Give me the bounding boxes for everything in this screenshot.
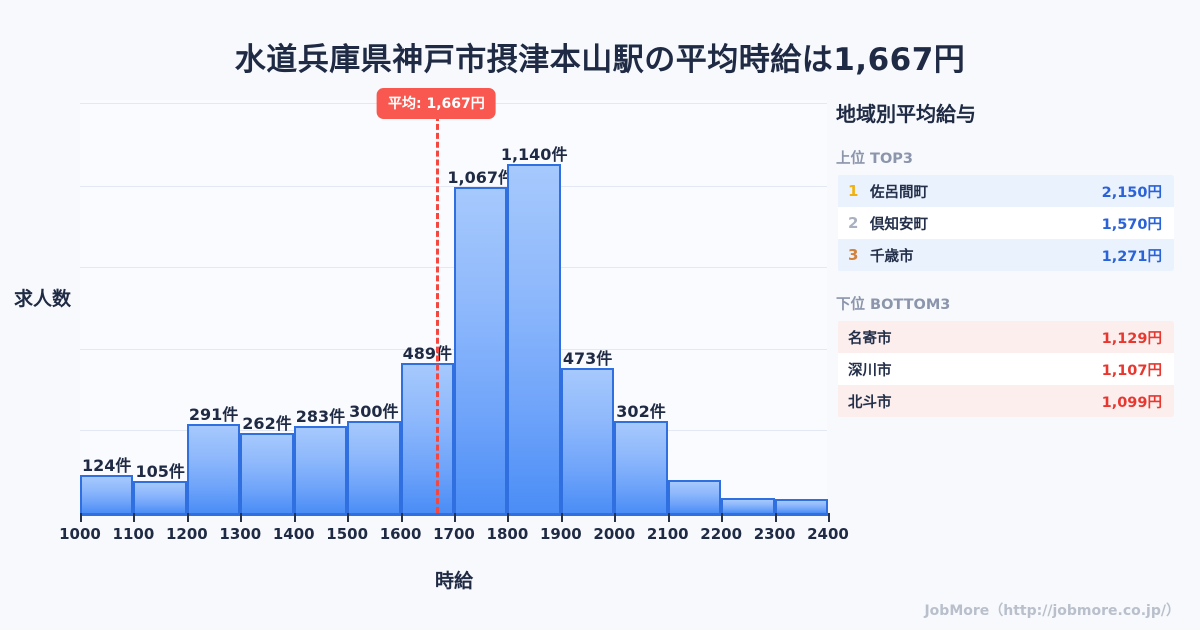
region-wage-value: 2,150円	[1101, 184, 1162, 201]
region-name: 北斗市	[848, 394, 892, 411]
region-name: 倶知安町	[870, 216, 928, 233]
average-badge: 平均: 1,667円	[376, 88, 496, 119]
bar	[454, 186, 508, 513]
x-tick	[667, 513, 670, 522]
rank-row[interactable]: 名寄市 1,129円	[838, 321, 1174, 353]
region-wage-value: 1,570円	[1101, 216, 1162, 233]
bar	[80, 475, 134, 513]
region-name: 深川市	[848, 362, 892, 379]
bar	[133, 480, 187, 513]
bar-value-label: 1,140件	[500, 145, 568, 165]
rank-row[interactable]: 2 倶知安町 1,570円	[838, 207, 1174, 239]
region-wage-value: 1,271円	[1101, 248, 1162, 265]
bar-value-label: 300件	[349, 402, 399, 422]
page-title: 水道兵庫県神戸市摂津本山駅の平均時給は1,667円	[234, 42, 966, 78]
rank-number: 1	[848, 182, 859, 200]
x-tick	[774, 513, 777, 522]
bar	[400, 363, 454, 513]
x-tick	[80, 513, 82, 522]
x-tick-label: 1200	[165, 525, 208, 543]
region-name: 千歳市	[870, 248, 914, 265]
x-tick-label: 2400	[807, 525, 849, 543]
region-wage-value: 1,099円	[1101, 394, 1162, 411]
x-tick-label: 1500	[326, 525, 369, 543]
x-tick	[347, 513, 350, 522]
bar	[507, 164, 561, 513]
x-axis-title: 時給	[434, 570, 473, 592]
gridline	[80, 185, 827, 187]
bar-value-label: 262件	[242, 413, 292, 433]
bar	[667, 480, 722, 513]
rank-row[interactable]: 1 佐呂間町 2,150円	[838, 175, 1174, 207]
bar	[614, 420, 668, 513]
histogram-chart: 1000 1100 1200 1300 1400 1500 1600 1700 1800 1900…	[0, 88, 849, 608]
bar-value-label: 291件	[188, 404, 239, 424]
rank-number: 2	[848, 214, 859, 232]
x-tick	[293, 513, 296, 522]
y-axis-title: 求人数	[14, 288, 72, 310]
x-tick-label: 1400	[272, 525, 315, 543]
region-wage-value: 1,129円	[1101, 330, 1162, 347]
region-wage-value: 1,107円	[1101, 362, 1162, 379]
bar	[240, 432, 294, 513]
sidebar-title: 地域別平均給与	[836, 102, 976, 126]
rank-number: 3	[848, 246, 859, 264]
region-salary-sidebar: 地域別平均給与 上位 TOP3 1 佐呂間町 2,150円 2 倶知安町 1,570円 3 千…	[836, 98, 1174, 439]
x-tick	[133, 513, 136, 522]
bottom3-table: 名寄市 1,129円深川市 1,107円北斗市 1,099円	[836, 321, 1174, 417]
bar	[721, 498, 775, 513]
top3-group-title: 上位 TOP3	[836, 151, 913, 167]
bar-value-label: 302件	[616, 401, 666, 421]
bar-value-label: 283件	[295, 407, 346, 427]
bar-value-label: 1,067件	[447, 167, 515, 187]
x-tick	[614, 513, 617, 522]
x-tick-label: 2000	[593, 525, 636, 543]
rank-row[interactable]: 北斗市 1,099円	[838, 385, 1174, 417]
x-tick	[828, 513, 830, 522]
bar-value-label: 105件	[135, 461, 185, 481]
x-tick-label: 1900	[539, 525, 582, 543]
rank-row[interactable]: 深川市 1,107円	[838, 353, 1174, 385]
bar-value-label: 489件	[402, 344, 452, 364]
x-tick	[400, 513, 403, 522]
x-tick	[507, 513, 510, 522]
x-tick-label: 1700	[433, 525, 475, 543]
x-tick-label: 1600	[379, 525, 422, 543]
bar	[293, 426, 348, 513]
bar	[186, 423, 241, 513]
bar	[347, 421, 401, 513]
x-tick-label: 1000	[59, 525, 101, 543]
rank-row[interactable]: 3 千歳市 1,271円	[838, 239, 1174, 271]
top3-table: 1 佐呂間町 2,150円 2 倶知安町 1,570円 3 千歳市 1,271円	[836, 175, 1174, 271]
bar	[560, 368, 615, 513]
bar-value-label: 124件	[82, 456, 132, 476]
x-tick	[721, 513, 724, 522]
bar	[774, 499, 828, 513]
x-tick	[240, 513, 243, 522]
x-tick-label: 2200	[700, 525, 743, 543]
average-vline	[436, 115, 440, 513]
x-tick-label: 2300	[753, 525, 796, 543]
x-tick-label: 2100	[646, 525, 689, 543]
x-tick-label: 1100	[112, 525, 155, 543]
x-tick-label: 1800	[486, 525, 529, 543]
x-tick	[186, 513, 189, 522]
bar-value-label: 473件	[562, 349, 613, 369]
region-name: 佐呂間町	[870, 184, 928, 201]
x-tick	[560, 513, 563, 522]
region-name: 名寄市	[848, 330, 892, 347]
gridline	[80, 349, 827, 351]
gridline	[80, 266, 827, 268]
x-tick-label: 1300	[219, 525, 262, 543]
footer-watermark: JobMore（http://jobmore.co.jp/）	[924, 603, 1180, 619]
bottom3-group-title: 下位 BOTTOM3	[836, 297, 951, 313]
x-tick	[454, 513, 456, 522]
